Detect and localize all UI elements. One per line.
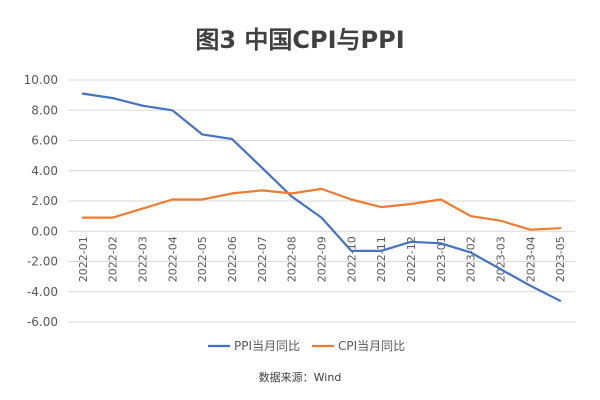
- x-tick-label: 2022-01: [77, 236, 90, 282]
- x-tick-label: 2022-12: [405, 236, 418, 282]
- legend-label: PPI当月同比: [234, 339, 300, 353]
- x-tick-label: 2022-03: [137, 236, 150, 282]
- x-tick-label: 2023-01: [435, 236, 448, 282]
- x-tick-label: 2023-04: [524, 236, 537, 282]
- x-axis-ticks: 2022-01 2022-02 2022-03 2022-04 2022-05 2022-…: [77, 236, 567, 282]
- x-tick-label: 2023-03: [494, 236, 507, 282]
- x-tick-label: 2022-06: [226, 236, 239, 282]
- y-tick-label: -2.00: [27, 255, 58, 269]
- x-tick-label: 2022-09: [316, 236, 329, 282]
- y-tick-label: -4.00: [27, 285, 58, 299]
- series-lines: [81, 92, 562, 302]
- legend-label: CPI当月同比: [338, 339, 405, 353]
- data-source-note: 数据来源：Wind: [259, 370, 342, 384]
- x-tick-label: 2022-08: [286, 236, 299, 282]
- x-tick-label: 2023-02: [465, 236, 478, 282]
- y-tick-label: 4.00: [31, 164, 58, 178]
- y-tick-label: 0.00: [31, 224, 58, 238]
- y-tick-label: 2.00: [31, 194, 58, 208]
- y-tick-label: 10.00: [24, 73, 58, 87]
- x-tick-label: 2022-02: [107, 236, 120, 282]
- x-tick-label: 2022-10: [345, 236, 358, 282]
- series-line-cpi: [81, 187, 562, 231]
- x-tick-label: 2022-05: [196, 236, 209, 282]
- chart-title: 图3 中国CPI与PPI: [195, 26, 404, 54]
- gridlines: [68, 79, 575, 323]
- x-tick-label: 2022-07: [256, 236, 269, 282]
- x-tick-label: 2022-04: [166, 236, 179, 282]
- x-tick-label: 2023-05: [554, 236, 567, 282]
- x-tick-label: 2022-11: [375, 236, 388, 282]
- series-line-ppi: [81, 92, 562, 302]
- y-axis-ticks: 10.00 8.00 6.00 4.00 2.00 0.00 -2.00 -4.00 -6.00: [24, 73, 58, 329]
- legend: PPI当月同比 CPI当月同比: [208, 339, 405, 353]
- y-tick-label: 6.00: [31, 134, 58, 148]
- y-tick-label: 8.00: [31, 103, 58, 117]
- y-tick-label: -6.00: [27, 315, 58, 329]
